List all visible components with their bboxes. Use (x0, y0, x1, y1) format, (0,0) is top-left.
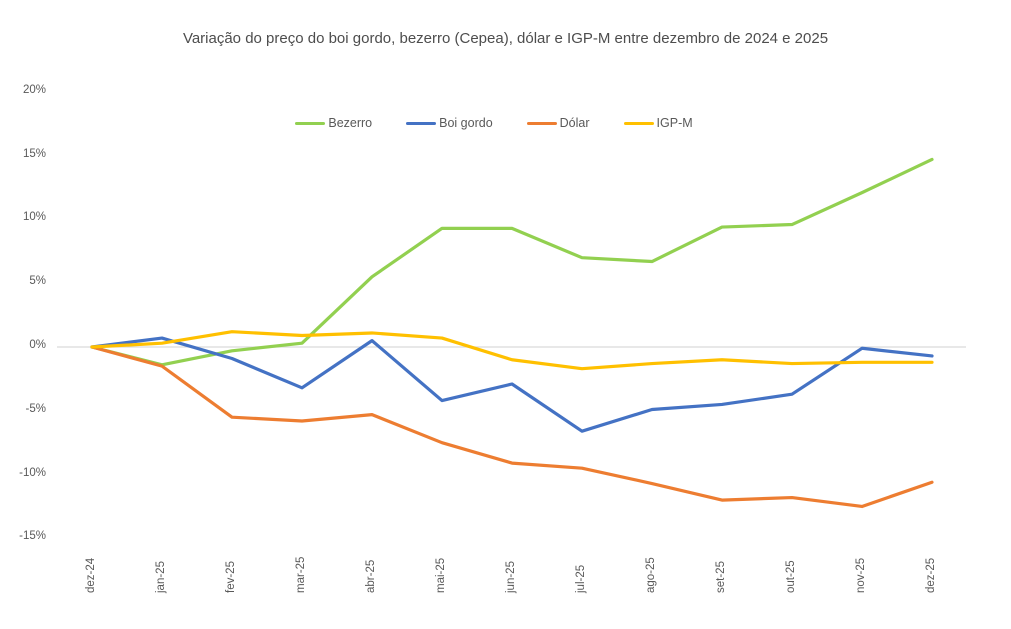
legend-item-bezerro: Bezerro (295, 116, 372, 130)
y-axis-label: 15% (22, 147, 46, 160)
x-axis-label: dez-25 (925, 557, 937, 593)
legend-label-dolar: Dólar (559, 116, 590, 130)
series-line-dólar (90, 345, 934, 509)
legend-item-igpm: IGP-M (623, 116, 693, 130)
y-axis-label: -15% (19, 530, 46, 543)
legend-line-swatch-igpm (623, 121, 654, 125)
legend-label-igpm: IGP-M (656, 116, 693, 130)
legend-label-bezerro: Bezerro (328, 116, 373, 130)
legend-line-swatch-boi-gordo (406, 121, 437, 125)
x-axis-label: out-25 (785, 560, 797, 593)
x-axis-label: mai-25 (435, 557, 447, 593)
series-line-boi-gordo (90, 336, 934, 433)
y-axis-label: 0% (29, 339, 46, 351)
x-axis-label: dez-24 (85, 557, 97, 593)
legend-label-boi-gordo: Boi gordo (439, 116, 493, 130)
x-axis-label: fev-25 (225, 561, 237, 593)
chart-legend: Bezerro Boi gordo Dólar IGP-M (40, 116, 948, 130)
x-axis-label: ago-25 (645, 557, 657, 593)
x-axis-label: jul-25 (575, 564, 587, 593)
x-axis-label: set-25 (715, 561, 727, 593)
x-axis-label: abr-25 (365, 559, 377, 593)
y-axis-label: -5% (25, 402, 46, 415)
y-axis-label: 10% (22, 211, 46, 224)
y-axis-label: -10% (19, 466, 46, 479)
chart-title: Variação do preço do boi gordo, bezerro … (182, 30, 829, 47)
legend-line-swatch-bezerro (295, 121, 326, 125)
x-axis-label: mar-25 (295, 556, 307, 593)
legend-line-swatch-dolar (526, 121, 557, 125)
y-axis-label: 20% (22, 83, 46, 96)
x-axis-label: jun-25 (505, 561, 517, 593)
legend-item-boi-gordo: Boi gordo (406, 116, 493, 130)
series-line-igp-m (90, 330, 934, 371)
series-line-bezerro (90, 157, 934, 367)
y-axis-label: 5% (29, 275, 46, 288)
x-axis-label: jan-25 (155, 561, 167, 593)
x-axis-label: nov-25 (855, 557, 867, 593)
legend-item-dolar: Dólar (526, 116, 590, 130)
